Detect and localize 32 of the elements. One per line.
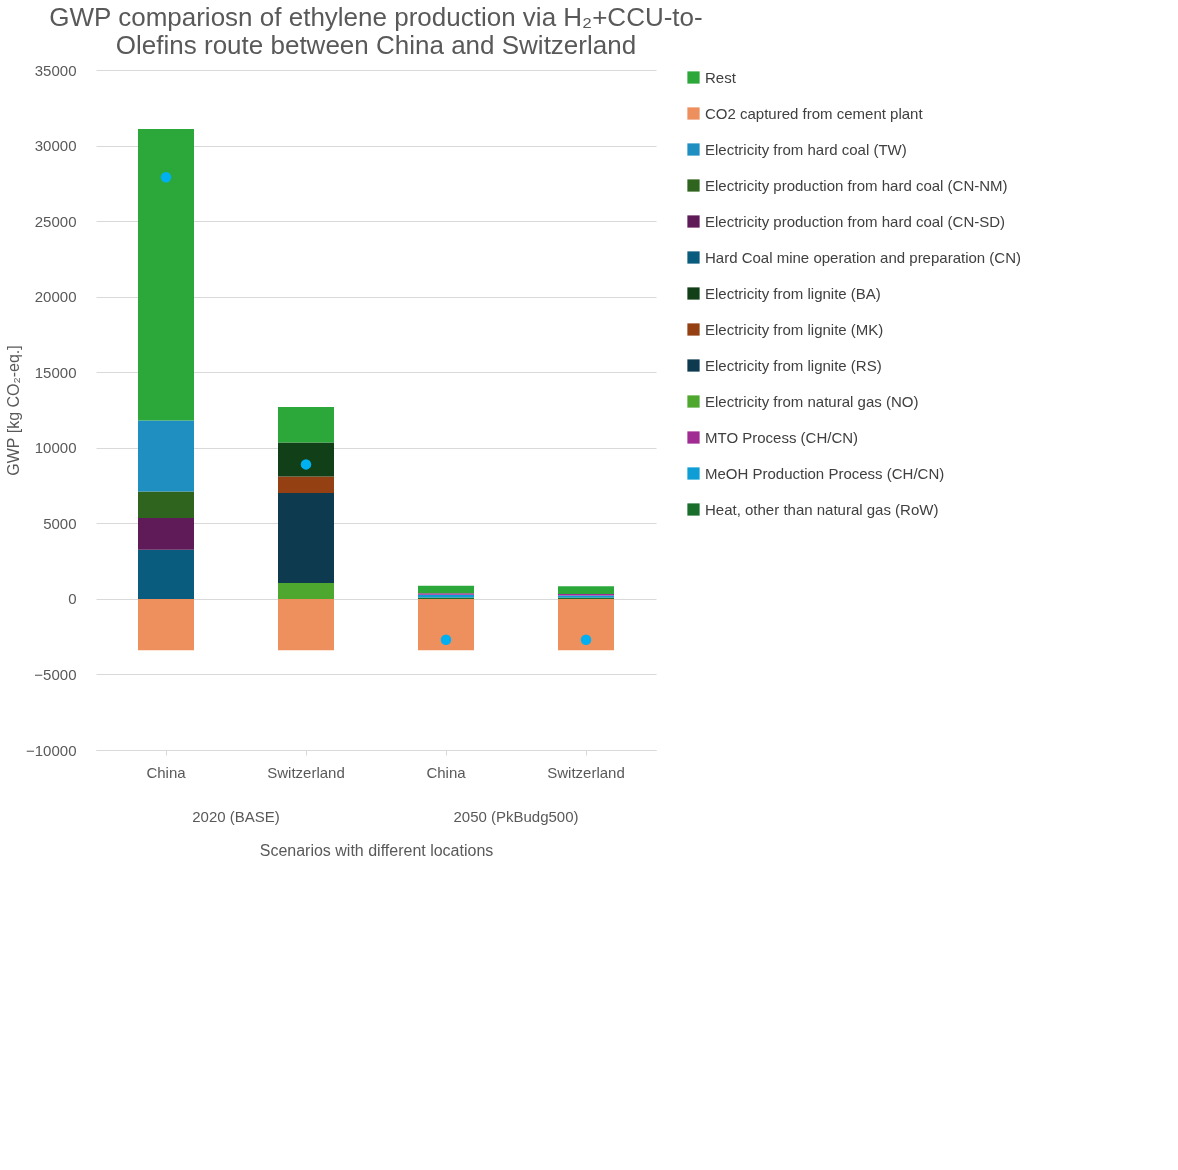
legend-label: Electricity from hard coal (TW) (705, 140, 907, 158)
x-tick-label: China (426, 763, 467, 781)
y-tick-label: 30000 (34, 137, 77, 155)
y-tick-label: 0 (68, 590, 77, 608)
legend-label: MTO Process (CH/CN) (705, 428, 859, 446)
legend-label: CO2 captured from cement plant (705, 104, 924, 122)
y-axis-title: GWP [kg CO₂-eq.] (5, 345, 23, 476)
x-axis-title: Scenarios with different locations (259, 841, 494, 859)
legend-label: Hard Coal mine operation and preparation (CN) (705, 248, 1021, 266)
text: 2050 (PkBudg500) (453, 808, 579, 825)
x-tick-label: Switzerland (267, 763, 345, 781)
y-tick-label: −5000 (34, 665, 77, 683)
x-tick-label: China (146, 763, 187, 781)
chart-title: GWP compariosn of ethylene production via H₂+CCU-to-Olefins route between China and Switzerland (49, 2, 703, 60)
legend-label: Heat, other than natural gas (RoW) (705, 500, 939, 518)
y-tick-label: 35000 (34, 61, 77, 79)
legend-label: Electricity production from hard coal (CN-SD) (705, 212, 1006, 230)
legend-label: Electricity from lignite (MK) (705, 320, 884, 338)
y-tick-label: 15000 (34, 363, 77, 381)
y-tick-label: 10000 (34, 439, 77, 457)
x-tick-label: Switzerland (547, 763, 625, 781)
legend-label: Electricity from natural gas (NO) (705, 392, 919, 410)
legend-label: Electricity from lignite (BA) (705, 284, 881, 302)
legend-label: Electricity production from hard coal (CN-NM) (705, 176, 1008, 194)
legend-label: Rest (705, 68, 737, 86)
legend-label: Electricity from lignite (RS) (705, 356, 882, 374)
y-tick-label: 20000 (34, 288, 77, 306)
y-tick-label: 5000 (43, 514, 77, 532)
text: 2020 (BASE) (192, 808, 280, 825)
legend-label: MeOH Production Process (CH/CN) (705, 464, 945, 482)
y-tick-label: −10000 (26, 741, 77, 759)
y-tick-label: 25000 (34, 212, 77, 230)
